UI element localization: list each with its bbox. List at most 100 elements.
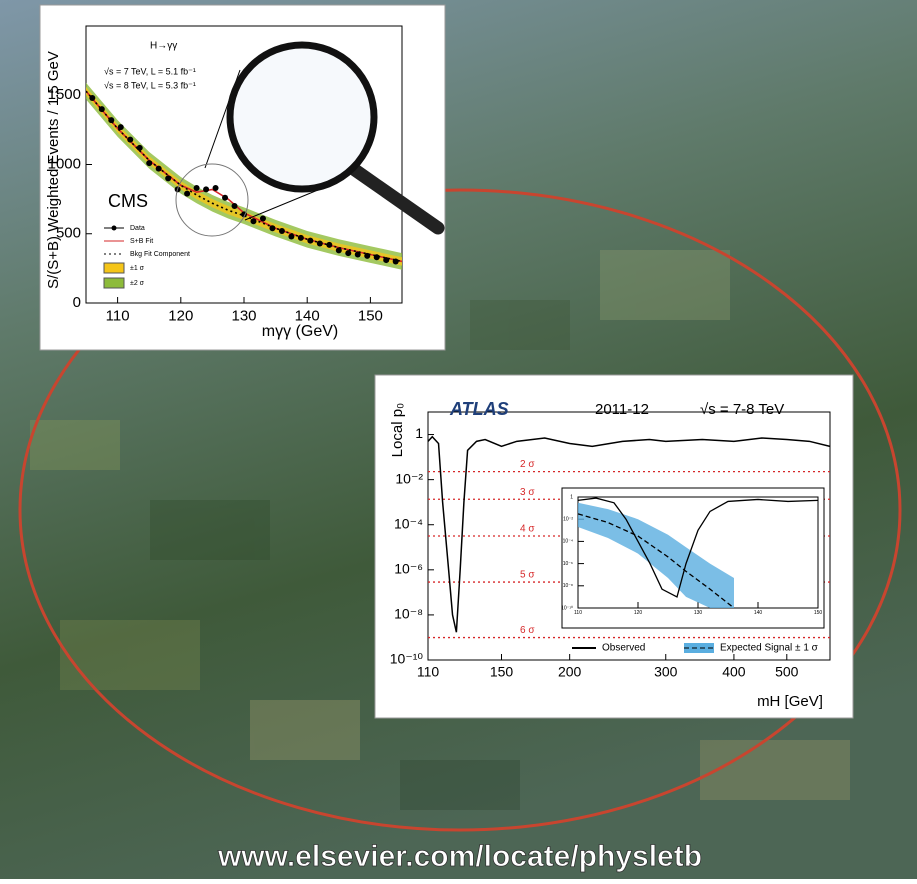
data-point	[203, 186, 210, 193]
data-point	[184, 190, 191, 197]
sigma-label: 3 σ	[520, 487, 535, 498]
data-point	[392, 258, 399, 265]
annotation: √s = 8 TeV, L = 5.3 fb⁻¹	[104, 80, 196, 90]
data-point	[297, 234, 304, 241]
x-tick-label: 150	[490, 663, 514, 679]
annotation: √s = 7 TeV, L = 5.1 fb⁻¹	[104, 66, 196, 76]
magnifier-lens	[226, 41, 378, 193]
observed-line	[577, 497, 819, 598]
data-point	[364, 252, 371, 259]
data-point	[307, 237, 314, 244]
data-point	[335, 247, 342, 254]
annotation: √s = 7-8 TeV	[700, 401, 784, 418]
fields	[30, 250, 850, 810]
journal-url: www.elsevier.com/locate/physletb	[217, 840, 702, 873]
y-tick-label: 10⁻²	[395, 470, 423, 486]
sigma-label: 2 σ	[520, 459, 535, 470]
legend-label: ±1 σ	[130, 265, 145, 272]
zoom-circle	[175, 163, 249, 237]
lhc-ring	[18, 188, 902, 832]
x-tick-label: 150	[814, 610, 823, 616]
y-tick-label: 10⁻⁶	[563, 561, 573, 567]
sigma-label: 6 σ	[520, 625, 535, 636]
y-axis-label: Local p₀	[389, 403, 406, 458]
data-point	[278, 227, 285, 234]
chart-title: ATLAS	[449, 399, 509, 419]
chart-subtitle: 2011-12	[595, 401, 649, 418]
data-point	[98, 106, 105, 113]
legend-label: ±2 σ	[130, 280, 145, 287]
x-tick-label: 130	[231, 307, 256, 324]
x-tick-label: 110	[574, 610, 582, 616]
x-tick-label: 140	[754, 610, 763, 616]
cms-panel	[39, 4, 446, 351]
data-point	[222, 194, 229, 201]
y-tick-label: 10⁻⁶	[394, 561, 423, 577]
data-point	[193, 185, 200, 192]
magnifier-handle	[348, 163, 445, 235]
data-point	[259, 215, 266, 222]
y-tick-label: 1	[570, 494, 573, 500]
data-point	[345, 250, 352, 257]
x-axis-label: mH [GeV]	[757, 693, 823, 710]
legend-label: Expected Signal ± 1 σ	[720, 643, 819, 654]
y-tick-label: 10⁻¹⁰	[390, 651, 424, 667]
legend-swatch	[103, 277, 125, 289]
y-tick-label: 10⁻²	[563, 517, 573, 523]
x-tick-label: 300	[654, 663, 678, 679]
data-point	[354, 251, 361, 258]
data-point	[89, 95, 96, 102]
data-point	[250, 218, 257, 225]
y-tick-label: 1000	[48, 155, 81, 172]
data-point	[108, 117, 115, 124]
data-point	[269, 225, 276, 232]
y-tick-label: 10⁻¹⁰	[561, 605, 573, 611]
legend-label: Data	[130, 225, 145, 232]
y-tick-label: 500	[56, 225, 81, 242]
data-point	[136, 144, 143, 151]
legend-marker	[111, 225, 117, 231]
sigma-label: 5 σ	[520, 570, 535, 581]
data-point	[212, 185, 219, 192]
y-tick-label: 1	[415, 425, 423, 441]
x-tick-label: 400	[722, 663, 746, 679]
x-tick-label: 130	[694, 610, 703, 616]
observed-line	[427, 435, 831, 633]
y-tick-label: 1500	[48, 86, 81, 103]
data-point	[155, 165, 162, 172]
data-point	[146, 160, 153, 167]
y-tick-label: 10⁻⁴	[394, 515, 423, 531]
data-point	[165, 175, 172, 182]
chart-title: CMS	[108, 191, 148, 211]
x-tick-label: 500	[775, 663, 799, 679]
x-tick-label: 140	[295, 307, 320, 324]
x-tick-label: 120	[634, 610, 643, 616]
x-tick-label: 200	[558, 663, 582, 679]
data-point	[316, 240, 323, 247]
sigma-label: 4 σ	[520, 524, 535, 535]
legend-swatch	[684, 643, 714, 653]
data-point	[231, 203, 238, 210]
data-point	[288, 233, 295, 240]
data-point	[326, 241, 333, 248]
expected-line	[577, 513, 735, 609]
x-tick-label: 110	[106, 307, 130, 324]
legend-label: Observed	[602, 643, 645, 654]
x-tick-label: 120	[168, 307, 193, 324]
y-tick-label: 10⁻⁸	[563, 583, 573, 589]
y-tick-label: 10⁻⁸	[394, 606, 423, 622]
x-tick-label: 150	[358, 307, 383, 324]
expected-band	[578, 502, 734, 608]
x-axis-label: mγγ (GeV)	[262, 323, 338, 340]
annotation: H→γγ	[150, 41, 177, 52]
y-tick-label: 0	[73, 294, 81, 311]
legend-swatch	[103, 262, 125, 274]
data-point	[117, 124, 124, 131]
y-axis-label: S/(S+B) Weighted Events / 1.5 GeV	[45, 51, 62, 289]
data-point	[127, 136, 134, 143]
legend-label: Bkg Fit Component	[130, 251, 190, 258]
legend-label: S+B Fit	[130, 238, 153, 245]
